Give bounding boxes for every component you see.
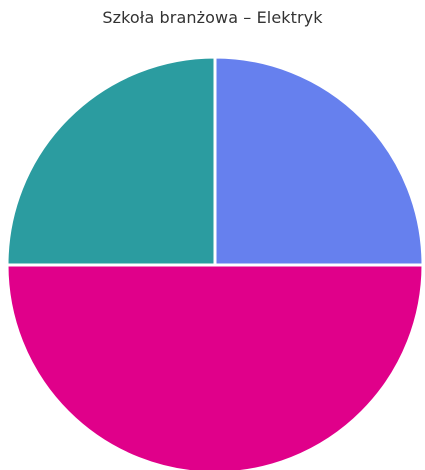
pie-slices xyxy=(5,55,425,470)
pie-slice-1[interactable] xyxy=(213,55,425,267)
pie-slice-2[interactable] xyxy=(5,263,425,470)
chart-title: Szkoła branżowa – Elektryk xyxy=(102,8,323,27)
pie-slice-3[interactable] xyxy=(5,55,217,267)
